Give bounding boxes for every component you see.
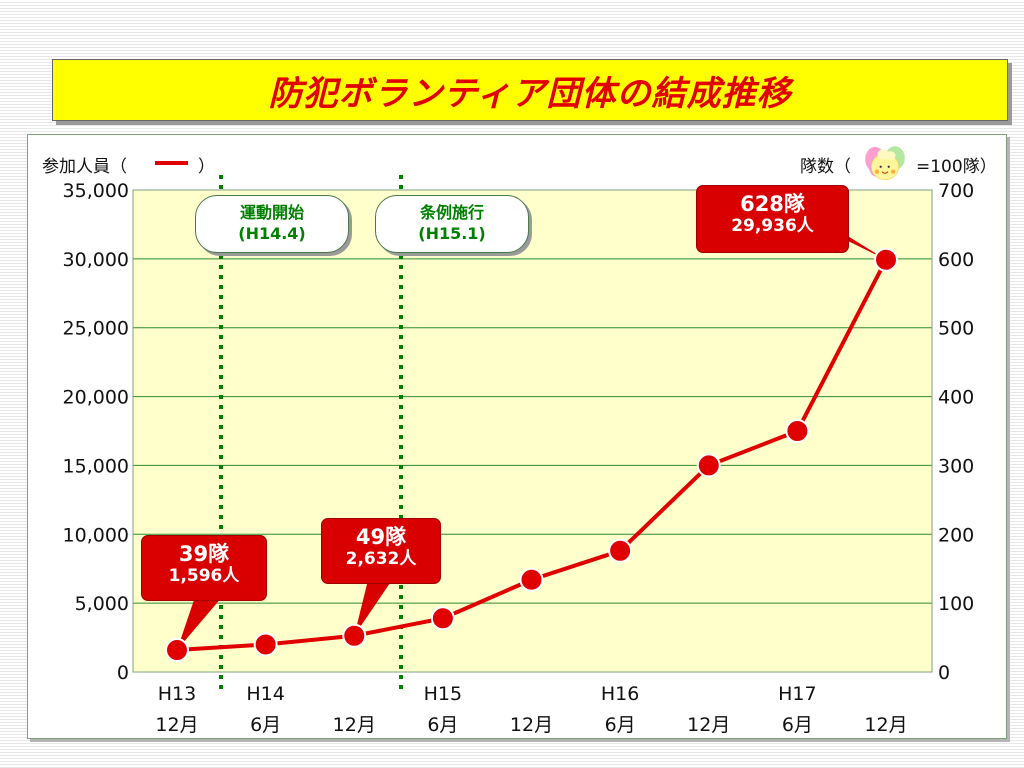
x-tick-label-year: H15 [424, 683, 462, 705]
legend-right-unit: =100隊） [916, 157, 997, 177]
legend-left-close: ） [198, 157, 215, 177]
legend-right-label: 隊数（ [800, 157, 851, 177]
title-banner: 防犯ボランティア団体の結成推移 [52, 59, 1008, 121]
people-data-point [874, 247, 898, 272]
milestone-date: (H15.1) [418, 224, 486, 243]
y-right-tick-label: 700 [938, 180, 974, 202]
left-axis: 0 5,000 10,000 15,000 20,000 25,000 30,000 35,0… [63, 180, 129, 684]
plot-border [132, 189, 933, 673]
people-data-point [253, 632, 278, 657]
y-left-tick-label: 10,000 [63, 524, 129, 546]
y-left-tick-label: 25,000 [63, 318, 129, 340]
x-tick-label-month: 12月 [687, 714, 730, 736]
people-data-point [430, 606, 455, 631]
people-data-point [342, 623, 367, 648]
y-right-tick-label: 0 [938, 662, 950, 684]
y-left-tick-label: 5,000 [75, 593, 129, 615]
callout-pointer [177, 597, 222, 651]
people-line [165, 247, 898, 663]
callout-h13-dec: 39隊 1,596人 [141, 535, 267, 601]
milestone-campaign-start: 運動開始 (H14.4) [195, 195, 349, 253]
milestone-label: 運動開始 [239, 203, 304, 222]
y-left-tick-label: 15,000 [63, 455, 129, 477]
y-left-tick-label: 35,000 [63, 180, 129, 202]
y-left-tick-label: 30,000 [63, 249, 129, 271]
people-data-point [785, 419, 810, 443]
y-right-tick-label: 600 [938, 249, 974, 271]
people-data-point [696, 453, 721, 478]
x-tick-label-month: 6月 [605, 714, 636, 736]
people-data-point [519, 567, 544, 592]
callout-people: 1,596人 [168, 566, 240, 586]
x-tick-label-month: 12月 [864, 714, 907, 736]
milestone-ordinance: 条例施行 (H15.1) [375, 195, 529, 253]
x-tick-label-month: 12月 [155, 714, 198, 736]
x-axis: H13 H14 H15 H16 H17 12月 6月 12月 6月 12月 6月 12月 6月 12月 [155, 683, 907, 736]
callout-teams: 49隊 [355, 525, 407, 549]
x-tick-label-month: 12月 [333, 714, 376, 736]
y-right-tick-label: 100 [938, 593, 974, 615]
y-right-tick-label: 500 [938, 318, 974, 340]
x-tick-label-month: 6月 [782, 714, 813, 736]
callout-h14-dec: 49隊 2,632人 [321, 518, 441, 584]
legend-left-label: 参加人員（ [42, 157, 127, 177]
y-left-tick-label: 0 [117, 662, 129, 684]
callout-people: 2,632人 [345, 549, 417, 569]
callout-teams: 628隊 [740, 192, 805, 216]
y-right-tick-label: 200 [938, 524, 974, 546]
x-tick-label-year: H13 [158, 683, 196, 705]
x-tick-label-month: 12月 [510, 714, 553, 736]
legend-mascot-icon [864, 145, 906, 181]
x-tick-label-month: 6月 [427, 714, 458, 736]
y-right-tick-label: 300 [938, 455, 974, 477]
milestone-date: (H14.4) [238, 224, 306, 243]
callout-h17-dec: 628隊 29,936人 [696, 185, 849, 253]
callout-pointer [354, 580, 392, 636]
x-tick-label-year: H16 [601, 683, 639, 705]
people-data-point [165, 638, 189, 663]
x-tick-label-year: H17 [778, 683, 816, 705]
y-left-tick-label: 20,000 [63, 387, 129, 409]
milestone-label: 条例施行 [419, 203, 484, 222]
y-right-tick-label: 400 [938, 387, 974, 409]
right-axis: 0 100 200 300 400 500 600 700 [938, 180, 974, 684]
callout-teams: 39隊 [178, 542, 230, 566]
gridlines [132, 189, 933, 673]
slide-title: 防犯ボランティア団体の結成推移 [268, 73, 792, 114]
callout-people: 29,936人 [731, 216, 814, 236]
people-data-point [608, 538, 633, 563]
x-tick-label-year: H14 [246, 683, 284, 705]
x-tick-label-month: 6月 [250, 714, 281, 736]
